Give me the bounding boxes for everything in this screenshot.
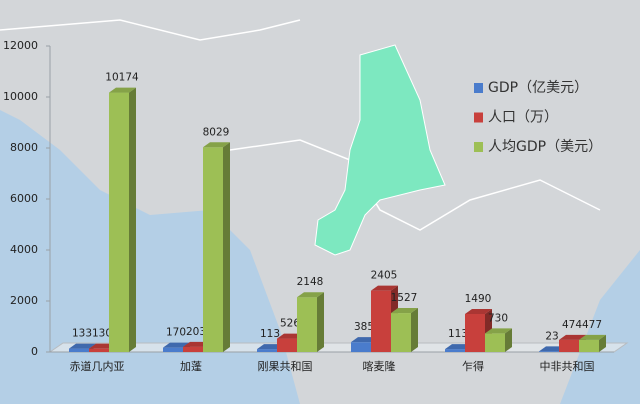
bar [465,314,485,352]
x-tick-label: 赤道几内亚 [70,359,125,373]
bar [163,347,183,352]
map-border [0,19,301,41]
x-tick-label: 喀麦隆 [363,359,396,373]
bar [445,349,465,352]
bar-side [411,308,418,352]
bar [539,351,559,352]
value-label: 477 [582,319,602,331]
bar-top [69,343,96,349]
bar-side [317,292,324,352]
value-label: 2405 [371,270,398,282]
bar [183,346,203,352]
bar-side [129,87,136,353]
value-label: 113 [448,328,468,340]
x-tick-label: 中非共和国 [540,360,595,373]
value-label: 133 [72,328,92,340]
bar-top [559,334,586,340]
map-border [229,139,601,231]
value-label: 730 [488,312,508,324]
bar-top [203,142,230,148]
bar [89,348,109,352]
bar [297,297,317,352]
x-tick-label: 乍得 [462,359,484,373]
value-label: 526 [280,318,300,330]
y-tick-label: 8000 [10,141,38,154]
bar [109,92,129,353]
legend-swatch [474,83,483,93]
bar-top [297,292,324,298]
bar-top [579,334,606,340]
bar-top [485,328,512,334]
value-label: 385 [354,321,374,333]
bar-side [223,142,230,352]
plot-area: 0 2000 4000 6000 8000 10000 12000 赤道几内亚 133 130 10… [3,39,629,373]
value-label: 1490 [465,293,492,305]
y-tick-label: 10000 [3,90,38,103]
value-label: 170 [166,327,186,339]
y-tick-label: 12000 [3,39,38,52]
bar-top [163,342,190,348]
legend-swatch [474,142,483,152]
bar-top [109,87,136,93]
bar [579,339,599,352]
legend-label: 人口（万） [488,110,558,126]
bar-side [505,328,512,352]
x-tick-label: 刚果共和国 [258,360,313,373]
y-tick-label: 0 [31,345,38,358]
bar [485,333,505,352]
legend-swatch [474,112,483,123]
bar [257,349,277,352]
value-label: 113 [260,328,280,340]
bar-side [599,334,606,352]
value-label: 474 [562,319,582,331]
value-label: 8029 [203,126,230,138]
value-label: 130 [92,328,112,340]
value-label: 10174 [105,72,139,84]
bar [371,290,391,352]
bar-top [371,285,398,291]
legend-label: GDP（亿美元） [488,80,588,96]
value-label: 23 [545,330,558,342]
bar-top [391,308,418,314]
bar [277,338,297,352]
value-label: 2148 [297,276,324,288]
value-label: 1527 [391,292,418,304]
legend-label: 人均GDP（美元） [488,139,602,155]
bar-top [465,309,492,315]
y-tick-label: 2000 [10,294,38,307]
bar [559,339,579,352]
bar [203,147,223,352]
bar [69,348,89,352]
map-highlight [314,44,446,256]
y-tick-label: 6000 [10,192,38,205]
y-tick-label: 4000 [10,243,38,256]
value-label: 203 [186,326,206,338]
bar [391,313,411,352]
x-tick-label: 加蓬 [180,360,202,373]
bar [351,342,371,352]
